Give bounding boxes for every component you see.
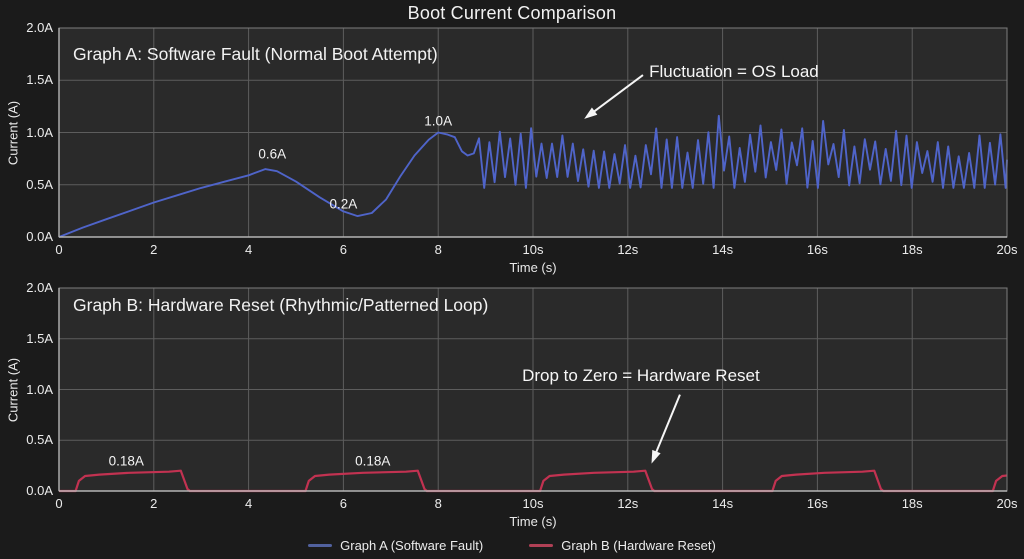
x-tick-label: 20s — [996, 496, 1018, 511]
x-tick-label: 8 — [434, 496, 442, 511]
y-tick-label: 0.5A — [26, 432, 53, 448]
graph-a-line-swatch — [308, 543, 333, 547]
x-tick-label: 12s — [617, 496, 639, 511]
y-tick-label: 0.5A — [26, 176, 53, 192]
y-axis-label: Current (A) — [5, 100, 21, 165]
legend-item-graph-b: Graph B (Hardware Reset) — [529, 538, 716, 553]
y-axis-label: Current (A) — [5, 357, 21, 422]
point-label: 0.6A — [258, 146, 287, 162]
legend-label-graph-b: Graph B (Hardware Reset) — [561, 537, 716, 553]
y-tick-label: 1.5A — [26, 72, 53, 88]
x-tick-label: 8 — [434, 242, 442, 257]
x-tick-label: 20s — [996, 242, 1018, 257]
annotation-arrowhead — [651, 449, 661, 464]
x-tick-label: 6 — [339, 496, 348, 511]
point-label: 0.2A — [329, 196, 358, 212]
chart-title-graph-b: Graph B: Hardware Reset (Rhythmic/Patter… — [73, 295, 489, 315]
x-tick-label: 14s — [712, 496, 734, 511]
series-line-graph-a — [58, 114, 1008, 238]
x-tick-label: 2 — [150, 242, 158, 257]
x-axis-label: Time (s) — [509, 514, 557, 529]
legend: Graph A (Software Fault) Graph B (Hardwa… — [0, 535, 1024, 555]
x-tick-label: 16s — [806, 496, 828, 511]
annotation-arrowhead — [584, 107, 598, 119]
annotation-text-graph-b: Drop to Zero = Hardware Reset — [522, 366, 760, 386]
legend-label-graph-a: Graph A (Software Fault) — [340, 537, 484, 553]
series-line-graph-b — [59, 469, 1008, 493]
x-tick-label: 18s — [901, 496, 923, 511]
y-tick-label: 2.0A — [26, 20, 53, 35]
x-tick-label: 10s — [522, 496, 544, 511]
chart-title-graph-a: Graph A: Software Fault (Normal Boot Att… — [73, 44, 438, 64]
y-tick-label: 1.0A — [26, 381, 53, 397]
point-label: 0.18A — [355, 453, 391, 469]
x-tick-label: 4 — [244, 496, 253, 511]
x-tick-label: 18s — [901, 242, 923, 257]
annotation-arrow-line — [591, 74, 644, 114]
y-tick-label: 1.0A — [26, 124, 53, 140]
annotation-text-graph-a: Fluctuation = OS Load — [649, 61, 819, 81]
y-tick-label: 0.0A — [26, 483, 53, 498]
x-tick-label: 12s — [617, 242, 639, 257]
y-tick-label: 1.5A — [26, 330, 53, 346]
x-tick-label: 16s — [806, 242, 828, 257]
x-tick-label: 0 — [55, 496, 63, 511]
x-tick-label: 10s — [522, 242, 544, 257]
figure-title: Boot Current Comparison — [407, 3, 617, 23]
x-tick-label: 0 — [55, 242, 63, 257]
legend-item-graph-a: Graph A (Software Fault) — [308, 538, 483, 553]
graph-b-line-swatch — [529, 543, 554, 547]
y-tick-label: 0.0A — [26, 229, 53, 244]
x-axis-label: Time (s) — [509, 260, 557, 275]
x-tick-label: 14s — [712, 242, 734, 257]
y-tick-label: 2.0A — [26, 280, 53, 295]
annotation-arrow-line — [654, 394, 681, 455]
x-tick-label: 2 — [150, 496, 158, 511]
x-tick-label: 4 — [244, 242, 253, 257]
point-label: 0.18A — [108, 453, 144, 469]
point-label: 1.0A — [424, 113, 453, 129]
x-tick-label: 6 — [339, 242, 348, 257]
